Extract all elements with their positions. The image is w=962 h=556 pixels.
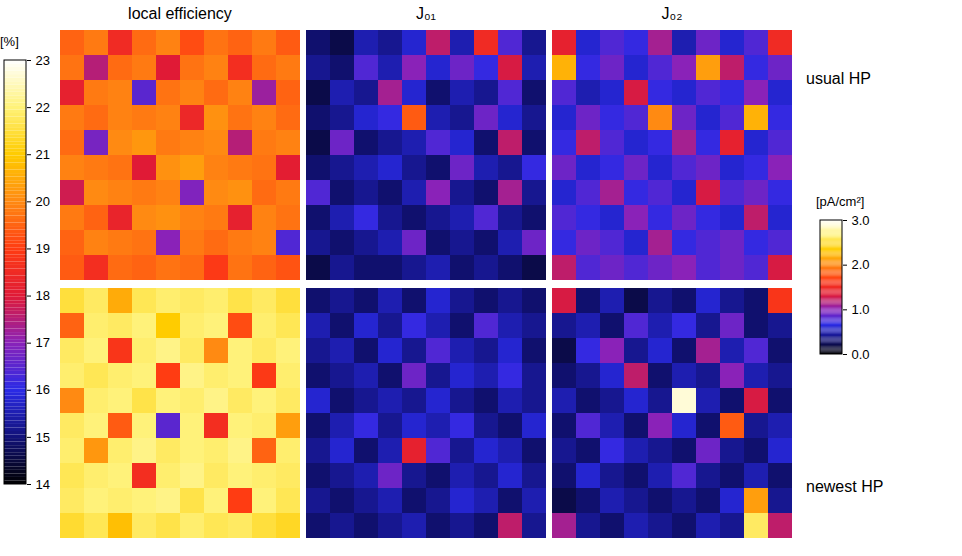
svg-text:18: 18 — [36, 288, 50, 303]
svg-text:22: 22 — [36, 100, 50, 115]
svg-text:15: 15 — [36, 430, 50, 445]
html-text:usual HP: usual HP — [806, 70, 871, 87]
svg-text:1.0: 1.0 — [852, 302, 870, 317]
svg-text:19: 19 — [36, 241, 50, 256]
svg-text:23: 23 — [36, 53, 50, 68]
svg-text:2.0: 2.0 — [852, 257, 870, 272]
html-text:[pA/cm²]: [pA/cm²] — [816, 194, 865, 209]
html-text:newest HP: newest HP — [806, 478, 884, 495]
svg-text:0.0: 0.0 — [852, 347, 870, 362]
html-text:local efficiency: local efficiency — [128, 5, 232, 22]
svg-text:20: 20 — [36, 194, 50, 209]
html-text:J₀₁: J₀₁ — [416, 5, 436, 22]
svg-text:21: 21 — [36, 147, 50, 162]
svg-text:16: 16 — [36, 382, 50, 397]
svg-text:14: 14 — [36, 477, 50, 492]
svg-text:3.0: 3.0 — [852, 213, 870, 228]
svg-text:17: 17 — [36, 335, 50, 350]
html-text:J₀₂: J₀₂ — [661, 5, 683, 22]
